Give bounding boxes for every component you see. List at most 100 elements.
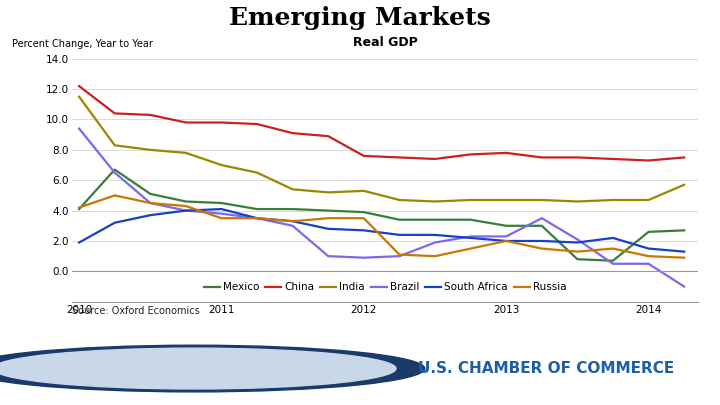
China	[467, 152, 475, 157]
Mexico	[253, 207, 261, 211]
Brazil	[680, 284, 688, 289]
China	[573, 155, 582, 160]
Circle shape	[0, 345, 425, 392]
Line: Russia: Russia	[79, 196, 684, 258]
South Africa	[253, 216, 261, 221]
Brazil	[75, 126, 84, 131]
Line: South Africa: South Africa	[79, 209, 684, 252]
India	[359, 188, 368, 193]
Russia	[608, 246, 617, 251]
China	[75, 84, 84, 89]
India	[395, 198, 404, 202]
Mexico	[181, 199, 190, 204]
Circle shape	[0, 348, 396, 389]
Russia	[288, 219, 297, 224]
China	[146, 113, 155, 117]
China	[110, 111, 119, 116]
South Africa	[75, 240, 84, 245]
South Africa	[644, 246, 653, 251]
Russia	[324, 216, 333, 221]
China	[217, 120, 226, 125]
Line: India: India	[79, 97, 684, 202]
China	[680, 155, 688, 160]
India	[467, 198, 475, 202]
Mexico	[502, 224, 510, 228]
Brazil	[538, 216, 546, 221]
India	[680, 182, 688, 187]
Text: U.S. CHAMBER OF COMMERCE: U.S. CHAMBER OF COMMERCE	[418, 361, 674, 376]
South Africa	[467, 236, 475, 241]
Russia	[181, 204, 190, 209]
Mexico	[538, 224, 546, 228]
Brazil	[608, 261, 617, 266]
South Africa	[288, 219, 297, 224]
China	[431, 157, 439, 162]
Russia	[395, 252, 404, 257]
South Africa	[680, 249, 688, 254]
Brazil	[181, 208, 190, 213]
Mexico	[359, 210, 368, 215]
Brazil	[217, 211, 226, 216]
Text: Percent Change, Year to Year: Percent Change, Year to Year	[12, 39, 153, 49]
China	[181, 120, 190, 125]
China	[395, 155, 404, 160]
Mexico	[110, 167, 119, 172]
India	[146, 147, 155, 152]
China	[253, 122, 261, 126]
Brazil	[395, 254, 404, 259]
Russia	[146, 200, 155, 205]
Brazil	[431, 240, 439, 245]
Brazil	[359, 255, 368, 260]
Russia	[359, 216, 368, 221]
India	[181, 151, 190, 156]
India	[538, 198, 546, 202]
South Africa	[573, 240, 582, 245]
Text: Source: Oxford Economics: Source: Oxford Economics	[72, 306, 199, 316]
China	[608, 157, 617, 162]
Line: Mexico: Mexico	[79, 170, 684, 261]
Mexico	[395, 217, 404, 222]
South Africa	[110, 220, 119, 225]
Russia	[110, 193, 119, 198]
Russia	[431, 254, 439, 259]
Russia	[253, 216, 261, 221]
South Africa	[538, 239, 546, 243]
Brazil	[324, 254, 333, 259]
India	[253, 170, 261, 175]
Mexico	[146, 192, 155, 196]
Mexico	[680, 228, 688, 233]
Russia	[573, 249, 582, 254]
Brazil	[110, 170, 119, 175]
China	[359, 153, 368, 158]
Text: Real GDP: Real GDP	[353, 36, 418, 49]
Mexico	[467, 217, 475, 222]
India	[573, 199, 582, 204]
Mexico	[288, 207, 297, 211]
Line: Brazil: Brazil	[79, 129, 684, 287]
China	[538, 155, 546, 160]
Mexico	[431, 217, 439, 222]
South Africa	[395, 232, 404, 237]
Mexico	[217, 200, 226, 205]
Brazil	[146, 200, 155, 205]
Russia	[680, 255, 688, 260]
India	[608, 198, 617, 202]
Mexico	[644, 229, 653, 234]
Line: China: China	[79, 86, 684, 160]
China	[644, 158, 653, 163]
Russia	[644, 254, 653, 259]
Brazil	[644, 261, 653, 266]
Brazil	[467, 234, 475, 239]
China	[288, 131, 297, 136]
Russia	[538, 246, 546, 251]
Text: Emerging Markets: Emerging Markets	[229, 6, 491, 30]
Brazil	[502, 234, 510, 239]
China	[324, 134, 333, 139]
South Africa	[217, 207, 226, 211]
South Africa	[608, 236, 617, 241]
Mexico	[75, 207, 84, 211]
Russia	[502, 239, 510, 243]
India	[288, 187, 297, 192]
India	[324, 190, 333, 195]
South Africa	[431, 232, 439, 237]
